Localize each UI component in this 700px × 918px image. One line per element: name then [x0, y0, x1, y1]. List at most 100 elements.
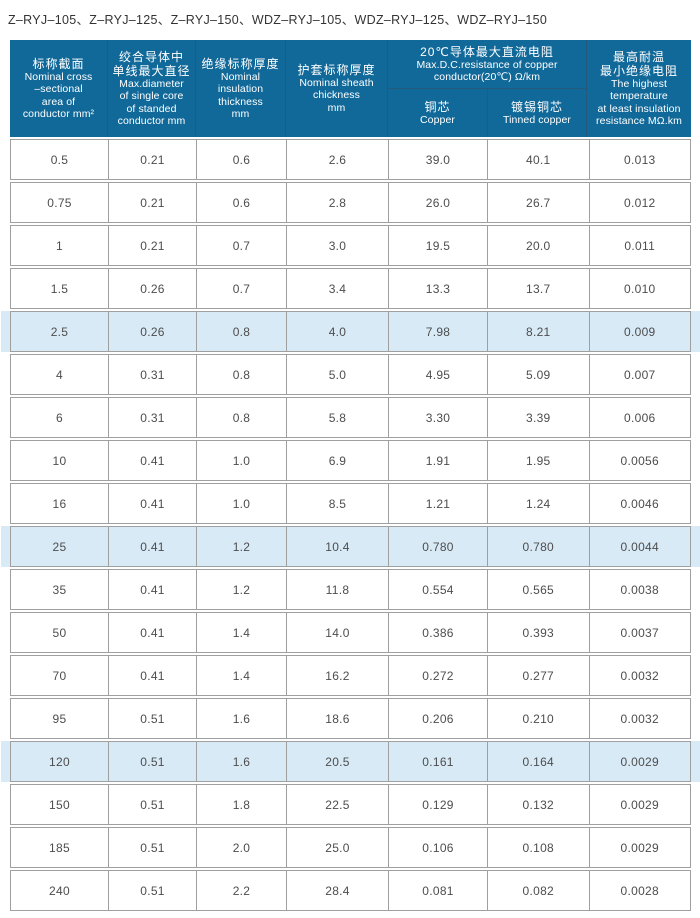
header-line: resistance MΩ.km	[596, 115, 682, 128]
cell-cross-section: 0.5	[50, 152, 69, 167]
cell-max-diameter: 0.41	[108, 570, 196, 609]
header-dc-resistance: 20℃导体最大直流电阻 Max.D.C.resistance of copper…	[388, 40, 586, 89]
cell-resistance-tinned-copper: 8.21	[487, 312, 589, 351]
cell-resistance-copper: 0.554	[388, 570, 487, 609]
header-line: 绝缘标称厚度	[201, 56, 280, 71]
header-line: 单线最大直径	[112, 63, 191, 78]
cell-insulation-resistance: 0.0028	[588, 871, 691, 910]
table-body: 0.5 0.21 0.6 2.6 39.0 40.1 0.013 0.75 0.…	[10, 139, 691, 911]
cell-resistance-tinned-copper: 1.95	[487, 441, 589, 480]
table-row: 0.5 0.21 0.6 2.6 39.0 40.1 0.013	[10, 139, 691, 180]
cell-resistance-tinned-copper: 13.7	[487, 269, 589, 308]
cell-resistance-copper: 0.272	[388, 656, 487, 695]
header-line: thickness	[218, 95, 263, 108]
table-row: 1.5 0.26 0.7 3.4 13.3 13.7 0.010	[10, 268, 691, 309]
cell-sheath-thickness: 2.6	[286, 140, 388, 179]
cell-cross-section: 6	[56, 410, 63, 425]
header-line: 铜芯	[424, 99, 451, 114]
header-line: 标称截面	[32, 56, 85, 71]
cell-max-diameter: 0.26	[108, 269, 196, 308]
header-line: chickness	[312, 89, 360, 102]
header-dc-resistance-subrow: 铜芯 Copper 镀锡铜芯 Tinned copper	[388, 89, 586, 137]
cell-max-diameter: 0.41	[108, 613, 196, 652]
cell-sheath-thickness: 6.9	[286, 441, 388, 480]
cell-resistance-copper: 1.91	[388, 441, 487, 480]
cell-resistance-tinned-copper: 0.565	[487, 570, 589, 609]
cell-resistance-copper: 7.98	[388, 312, 487, 351]
table-row: 6 0.31 0.8 5.8 3.30 3.39 0.006	[10, 397, 691, 438]
cell-resistance-copper: 3.30	[388, 398, 487, 437]
cell-cross-section: 120	[49, 754, 70, 769]
header-line: Nominal	[220, 70, 261, 83]
cell-sheath-thickness: 14.0	[286, 613, 388, 652]
header-line: mm	[327, 101, 346, 114]
header-insulation-resistance: 最高耐温 最小绝缘电阻 The highest temperature at l…	[586, 40, 691, 137]
cell-max-diameter: 0.41	[108, 656, 196, 695]
cell-resistance-copper: 4.95	[388, 355, 487, 394]
table-row: 25 0.41 1.2 10.4 0.780 0.780 0.0044	[10, 526, 691, 567]
cell-resistance-tinned-copper: 0.210	[487, 699, 589, 738]
cell-sheath-thickness: 20.5	[286, 742, 388, 781]
cell-insulation-resistance: 0.0029	[588, 828, 691, 867]
table-row: 185 0.51 2.0 25.0 0.106 0.108 0.0029	[10, 827, 691, 868]
cell-max-diameter: 0.51	[108, 828, 196, 867]
table-row: 10 0.41 1.0 6.9 1.91 1.95 0.0056	[10, 440, 691, 481]
cell-insulation-resistance: 0.0038	[588, 570, 691, 609]
header-line: Max.diameter	[119, 77, 184, 90]
cell-cross-section: 4	[56, 367, 63, 382]
cell-cross-section: 10	[52, 453, 67, 468]
cell-insulation-resistance: 0.009	[588, 312, 691, 351]
header-line: temperature	[610, 90, 668, 103]
header-line: Tinned copper	[502, 113, 572, 126]
header-dc-resistance-group: 20℃导体最大直流电阻 Max.D.C.resistance of copper…	[387, 40, 586, 137]
cell-cross-section: 240	[49, 883, 70, 898]
cell-sheath-thickness: 4.0	[286, 312, 388, 351]
cell-insulation-resistance: 0.0037	[588, 613, 691, 652]
cell-resistance-tinned-copper: 0.780	[487, 527, 589, 566]
cell-resistance-tinned-copper: 0.393	[487, 613, 589, 652]
cell-insulation-thickness: 1.8	[196, 785, 286, 824]
header-line: area of	[41, 95, 76, 108]
header-line: 镀锡铜芯	[510, 99, 563, 114]
cell-max-diameter: 0.41	[108, 441, 196, 480]
header-line: 20℃导体最大直流电阻	[420, 44, 554, 59]
header-line: 护套标称厚度	[297, 62, 376, 77]
header-line: –sectional	[34, 83, 83, 96]
header-line: mm	[231, 107, 250, 120]
cell-sheath-thickness: 3.0	[286, 226, 388, 265]
header-line: of single core	[119, 90, 184, 103]
cell-sheath-thickness: 5.0	[286, 355, 388, 394]
header-line: at least insulation	[597, 102, 681, 115]
header-line: insulation	[217, 83, 264, 96]
cell-max-diameter: 0.21	[108, 226, 196, 265]
cell-max-diameter: 0.31	[108, 355, 196, 394]
table-row: 1 0.21 0.7 3.0 19.5 20.0 0.011	[10, 225, 691, 266]
cell-max-diameter: 0.41	[108, 527, 196, 566]
cell-resistance-tinned-copper: 20.0	[487, 226, 589, 265]
cell-sheath-thickness: 28.4	[286, 871, 388, 910]
cell-insulation-thickness: 1.4	[196, 613, 286, 652]
header-max-diameter: 绞合导体中 单线最大直径 Max.diameter of single core…	[107, 40, 195, 137]
cell-insulation-thickness: 0.8	[196, 398, 286, 437]
table-row: 16 0.41 1.0 8.5 1.21 1.24 0.0046	[10, 483, 691, 524]
cell-insulation-thickness: 0.8	[196, 355, 286, 394]
cell-insulation-resistance: 0.012	[588, 183, 691, 222]
cell-max-diameter: 0.51	[108, 871, 196, 910]
cell-sheath-thickness: 25.0	[286, 828, 388, 867]
cell-resistance-tinned-copper: 0.108	[487, 828, 589, 867]
cell-resistance-copper: 0.386	[388, 613, 487, 652]
cell-resistance-copper: 0.129	[388, 785, 487, 824]
cell-insulation-thickness: 0.7	[196, 269, 286, 308]
cell-insulation-resistance: 0.0032	[588, 656, 691, 695]
header-sheath-thickness: 护套标称厚度 Nominal sheath chickness mm	[285, 40, 387, 137]
header-line: Nominal cross	[24, 70, 93, 83]
cell-max-diameter: 0.51	[108, 785, 196, 824]
spec-table: 标称截面 Nominal cross –sectional area of co…	[10, 40, 691, 911]
cell-resistance-copper: 13.3	[388, 269, 487, 308]
cell-insulation-resistance: 0.0032	[588, 699, 691, 738]
cell-sheath-thickness: 5.8	[286, 398, 388, 437]
header-tinned-copper: 镀锡铜芯 Tinned copper	[487, 89, 586, 137]
cell-insulation-thickness: 1.0	[196, 484, 286, 523]
cell-insulation-thickness: 1.4	[196, 656, 286, 695]
cell-sheath-thickness: 2.8	[286, 183, 388, 222]
